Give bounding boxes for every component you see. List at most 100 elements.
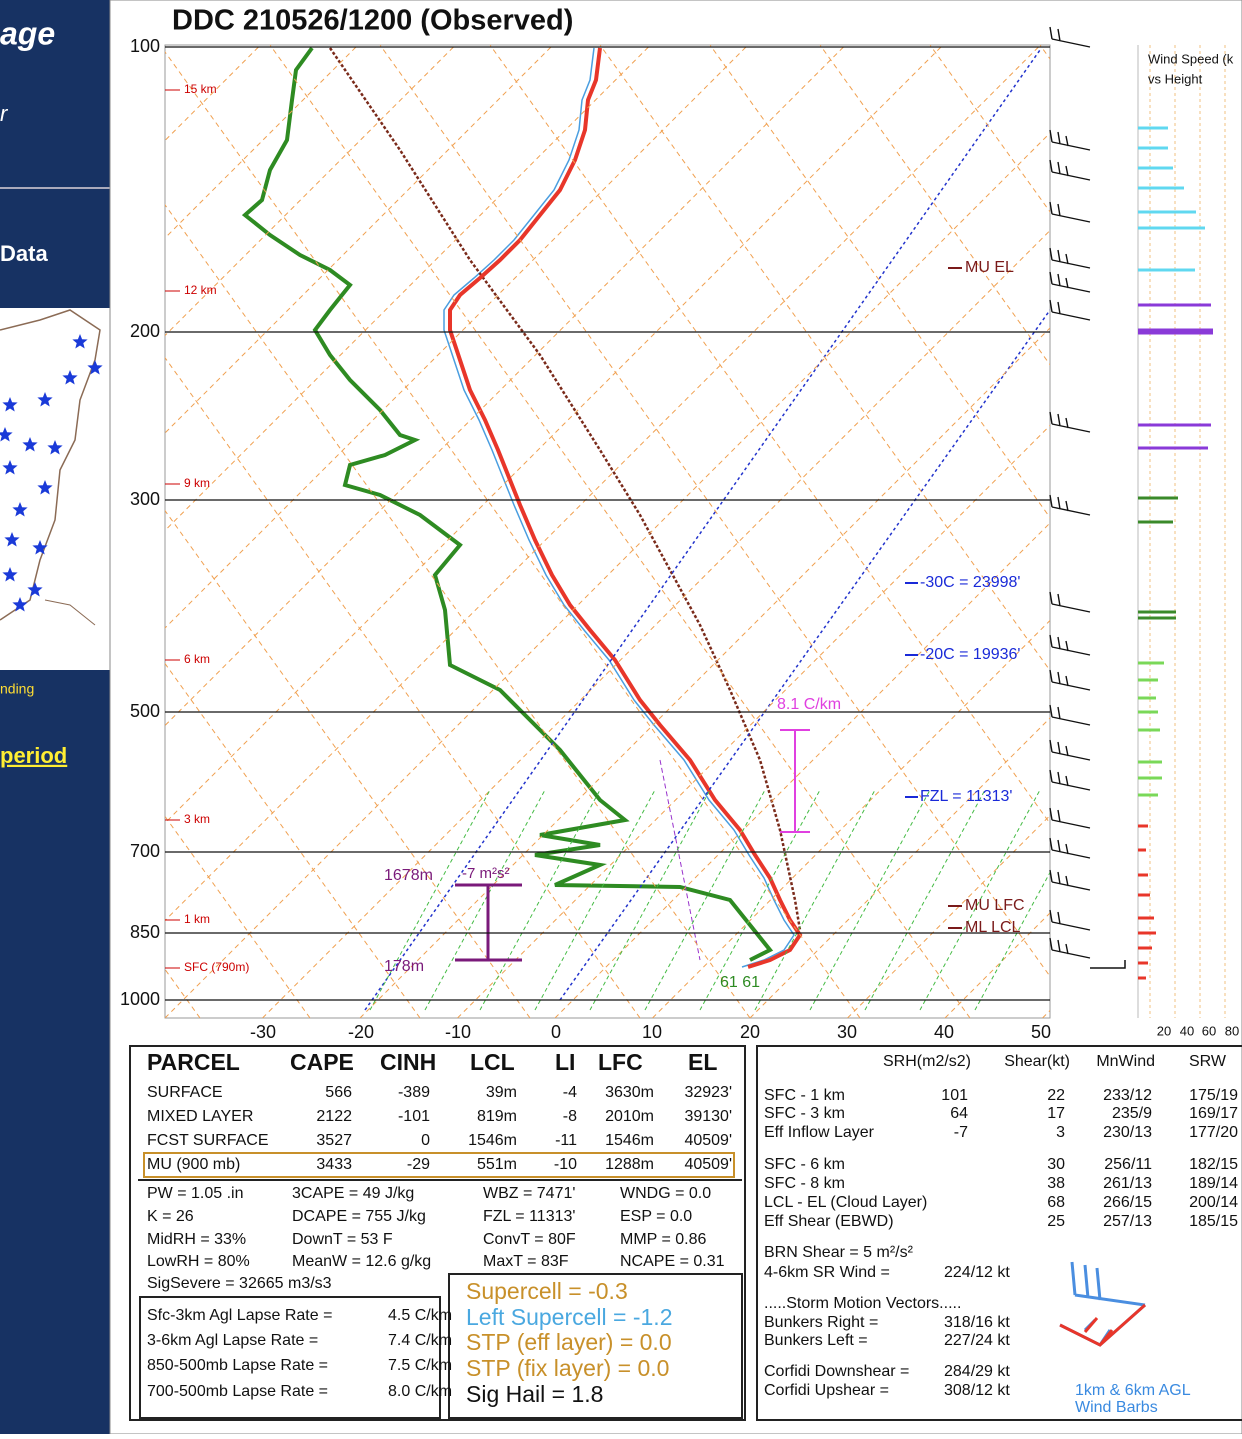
shear-cell: 182/15	[1189, 1156, 1238, 1173]
shear-cell: 230/13	[1103, 1124, 1152, 1141]
barb-note: Wind Barbs	[1075, 1399, 1158, 1416]
annotation: 8.1 C/km	[777, 696, 841, 713]
annotation: 61 61	[720, 974, 760, 991]
temp-label: -10	[445, 1022, 471, 1042]
parcel-cell: 1288m	[605, 1156, 654, 1173]
wind-speed-bar	[1138, 932, 1156, 935]
parcel-cell: -389	[398, 1084, 430, 1101]
parcel-cell: 2010m	[605, 1108, 654, 1125]
shear-cell: 261/13	[1103, 1175, 1152, 1192]
parcel-header: PARCEL	[147, 1049, 240, 1075]
parcel-header: LCL	[470, 1049, 515, 1075]
wind-speed-bar	[1138, 825, 1148, 828]
shear-header: MnWind	[1096, 1053, 1155, 1070]
misc-value: 227/24 kt	[944, 1332, 1010, 1349]
barb-note: 1km & 6km AGL	[1075, 1382, 1191, 1399]
period-link[interactable]: period	[0, 743, 67, 768]
temp-label: 20	[740, 1022, 760, 1042]
shear-label: SFC - 3 km	[764, 1105, 845, 1122]
annotation: -20C = 19936'	[920, 646, 1020, 663]
lapse-value: 7.4 C/km	[388, 1332, 452, 1349]
parcel-cell: -11	[555, 1132, 577, 1149]
wind-speed-bar	[1138, 894, 1150, 897]
index-cell: LowRH = 80%	[147, 1253, 250, 1270]
shear-label: SFC - 6 km	[764, 1156, 845, 1173]
index-cell: MMP = 0.86	[620, 1231, 707, 1248]
annotation: -7 m²s²	[462, 865, 510, 882]
parcel-cell: 3433	[316, 1156, 352, 1173]
parcel-header: CAPE	[290, 1049, 354, 1075]
composite-index: Left Supercell = -1.2	[466, 1304, 672, 1330]
parcel-cell: -29	[407, 1156, 430, 1173]
parcel-cell: -10	[554, 1156, 577, 1173]
index-cell: WNDG = 0.0	[620, 1185, 711, 1202]
height-label: 15 km	[184, 82, 217, 96]
misc-label: Corfidi Downshear =	[764, 1363, 909, 1380]
parcel-cell: 39m	[486, 1084, 517, 1101]
wind-title: vs Height	[1148, 71, 1203, 86]
pressure-label: 700	[130, 841, 160, 861]
height-label: 1 km	[184, 912, 210, 926]
shear-cell: 185/15	[1189, 1213, 1238, 1230]
index-cell: K = 26	[147, 1208, 194, 1225]
misc-label: 4-6km SR Wind =	[764, 1264, 890, 1281]
shear-cell: 257/13	[1103, 1213, 1152, 1230]
temp-label: 30	[837, 1022, 857, 1042]
wind-speed-bar	[1138, 521, 1173, 524]
shear-header: Shear(kt)	[1004, 1053, 1070, 1070]
composite-index: STP (fix layer) = 0.0	[466, 1355, 669, 1381]
wind-tick: 40	[1180, 1023, 1194, 1038]
sidebar-heading: age	[0, 15, 55, 51]
wind-speed-bar	[1138, 874, 1148, 877]
wind-speed-bar	[1138, 497, 1178, 500]
height-label: 12 km	[184, 283, 217, 297]
index-cell: NCAPE = 0.31	[620, 1253, 725, 1270]
temp-label: 0	[551, 1022, 561, 1042]
wind-speed-bar	[1138, 761, 1162, 764]
index-cell: MidRH = 33%	[147, 1231, 246, 1248]
index-cell: DownT = 53 F	[292, 1231, 393, 1248]
misc-label: Bunkers Left =	[764, 1332, 868, 1349]
parcel-header: EL	[688, 1049, 717, 1075]
index-cell: MeanW = 12.6 g/kg	[292, 1253, 431, 1270]
wind-speed-bar	[1138, 679, 1158, 682]
composite-index: Sig Hail = 1.8	[466, 1381, 603, 1407]
parcel-cell: MU (900 mb)	[147, 1156, 240, 1173]
height-label: 9 km	[184, 476, 210, 490]
parcel-cell: SURFACE	[147, 1084, 223, 1101]
height-label: SFC (790m)	[184, 960, 249, 974]
shear-label: LCL - EL (Cloud Layer)	[764, 1194, 927, 1211]
height-label: 6 km	[184, 652, 210, 666]
temp-label: 40	[934, 1022, 954, 1042]
shear-cell: 30	[1047, 1156, 1065, 1173]
parcel-cell: -4	[563, 1084, 577, 1101]
wind-speed-bar	[1138, 697, 1156, 700]
shear-cell: 235/9	[1112, 1105, 1152, 1122]
wind-speed-bar	[1138, 611, 1176, 614]
wind-speed-bar	[1138, 849, 1146, 852]
shear-cell: 266/15	[1103, 1194, 1152, 1211]
parcel-header: LI	[555, 1049, 575, 1075]
sidebar	[0, 0, 110, 1434]
shear-cell: 17	[1047, 1105, 1065, 1122]
shear-cell: 25	[1047, 1213, 1065, 1230]
shear-cell: 22	[1047, 1087, 1065, 1104]
lapse-value: 8.0 C/km	[388, 1383, 452, 1400]
wind-speed-bar	[1138, 617, 1176, 620]
shear-cell: 177/20	[1189, 1124, 1238, 1141]
parcel-cell: 40509'	[684, 1156, 732, 1173]
annotation: MU LFC	[965, 897, 1025, 914]
index-cell: PW = 1.05 .in	[147, 1185, 244, 1202]
wind-speed-bar	[1138, 729, 1160, 732]
wind-speed-bar	[1138, 794, 1158, 797]
wind-tick: 60	[1202, 1023, 1216, 1038]
parcel-cell: 39130'	[684, 1108, 732, 1125]
annotation: MU EL	[965, 259, 1014, 276]
annotation: FZL = 11313'	[920, 788, 1012, 805]
misc-value: 224/12 kt	[944, 1264, 1010, 1281]
shear-cell: 38	[1047, 1175, 1065, 1192]
lapse-label: 700-500mb Lapse Rate =	[147, 1383, 328, 1400]
parcel-cell: FCST SURFACE	[147, 1132, 269, 1149]
shear-label: SFC - 1 km	[764, 1087, 845, 1104]
index-cell: SigSevere = 32665 m3/s3	[147, 1275, 332, 1292]
